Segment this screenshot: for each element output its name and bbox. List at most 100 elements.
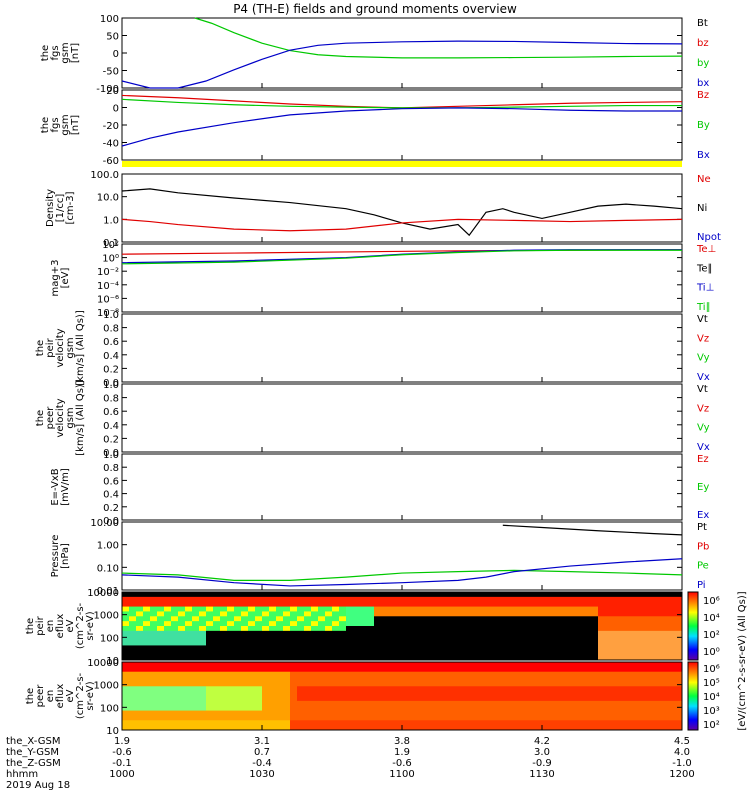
heatmap-cell (213, 676, 221, 682)
heatmap-cell (178, 696, 186, 702)
heatmap-cell (318, 710, 326, 716)
heatmap-cell (325, 700, 333, 707)
heatmap-cell (269, 676, 277, 682)
heatmap-cell (514, 635, 522, 642)
heatmap-cell (206, 681, 214, 687)
heatmap-cell (262, 691, 270, 697)
legend-entry: Ti⊥ (696, 283, 714, 294)
heatmap-cell (577, 662, 585, 668)
heatmap-cell (199, 681, 207, 687)
heatmap-cell (262, 705, 270, 712)
y-tick-label: 50 (106, 32, 119, 43)
heatmap-cell (262, 666, 270, 673)
heatmap-cell (423, 640, 431, 646)
y-tick-label: 1.0 (103, 450, 119, 461)
legend-entry: Bt (697, 18, 708, 29)
heatmap-cell (192, 650, 200, 656)
heatmap-cell (423, 650, 431, 656)
heatmap-cell (640, 725, 648, 731)
date-label: 2019 Aug 18 (6, 780, 71, 791)
heatmap-cell (451, 700, 459, 707)
heatmap-cell (234, 715, 242, 721)
y-tick-label: 20 (106, 86, 119, 97)
heatmap-cell (633, 710, 641, 716)
heatmap-cell (269, 596, 277, 603)
heatmap-cell (360, 671, 368, 678)
heatmap-cell (514, 611, 522, 617)
heatmap-cell (661, 645, 669, 651)
heatmap-cell (241, 686, 249, 692)
y-tick-label: 10⁻⁶ (97, 294, 119, 305)
colorbar-tick: 10² (703, 720, 720, 731)
heatmap-cell (164, 640, 172, 646)
heatmap-cell (668, 696, 676, 702)
heatmap-cell (647, 626, 655, 632)
heatmap-cell (199, 655, 207, 661)
heatmap-cell (535, 606, 543, 612)
heatmap-cell (388, 640, 396, 646)
heatmap-cell (570, 596, 578, 603)
heatmap-cell (339, 655, 347, 661)
heatmap-cell (206, 686, 214, 692)
heatmap-cell (402, 700, 410, 707)
heatmap-cell (381, 666, 389, 673)
heatmap-cell (619, 621, 627, 627)
heatmap-cell (220, 662, 228, 668)
heatmap-cell (290, 725, 298, 731)
heatmap-cell (185, 710, 193, 716)
heatmap-cell (339, 671, 347, 678)
heatmap-cell (584, 686, 592, 692)
heatmap-cell (647, 635, 655, 642)
heatmap-cell (234, 635, 242, 642)
heatmap-cell (381, 671, 389, 678)
heatmap-cell (283, 705, 291, 712)
heatmap-cell (360, 686, 368, 692)
heatmap-cell (241, 691, 249, 697)
heatmap-cell (416, 720, 424, 726)
heatmap-cell (668, 645, 676, 651)
bottom-row-value: -0.6 (392, 758, 412, 769)
bottom-row-value: 4.0 (674, 747, 690, 758)
heatmap-cell (647, 725, 655, 731)
heatmap-cell (332, 696, 340, 702)
heatmap-cell (122, 606, 130, 612)
y-axis-label-line: (cm^2-s- (75, 602, 86, 649)
heatmap-cell (304, 725, 312, 731)
heatmap-cell (619, 655, 627, 661)
heatmap-cell (122, 671, 130, 678)
heatmap-cell (143, 681, 151, 687)
heatmap-cell (395, 645, 403, 651)
heatmap-cell (332, 630, 340, 637)
heatmap-cell (360, 635, 368, 642)
heatmap-cell (493, 640, 501, 646)
heatmap-cell (164, 621, 172, 627)
heatmap-cell (612, 611, 620, 617)
heatmap-cell (374, 666, 382, 673)
y-axis-label-line: [eV] (60, 268, 71, 289)
y-tick-label: 100.0 (90, 170, 119, 181)
heatmap-cell (423, 720, 431, 726)
heatmap-cell (304, 626, 312, 632)
heatmap-cell (479, 681, 487, 687)
heatmap-cell (227, 596, 235, 603)
heatmap-cell (325, 616, 333, 622)
heatmap-cell (129, 650, 137, 656)
heatmap-cell (185, 635, 193, 642)
heatmap-cell (234, 655, 242, 661)
heatmap-cell (311, 671, 319, 678)
heatmap-cell (675, 630, 683, 637)
heatmap-cell (521, 700, 529, 707)
heatmap-cell (332, 592, 340, 598)
heatmap-cell (493, 686, 501, 692)
heatmap-cell (556, 596, 564, 603)
heatmap-cell (486, 592, 494, 598)
heatmap-cell (598, 621, 606, 627)
y-axis-label-line: [1/cc] (55, 194, 66, 223)
heatmap-cell (528, 645, 536, 651)
heatmap-cell (423, 671, 431, 678)
heatmap-cell (430, 710, 438, 716)
heatmap-cell (234, 601, 242, 608)
heatmap-cell (157, 671, 165, 678)
heatmap-cell (157, 676, 165, 682)
heatmap-cell (619, 596, 627, 603)
